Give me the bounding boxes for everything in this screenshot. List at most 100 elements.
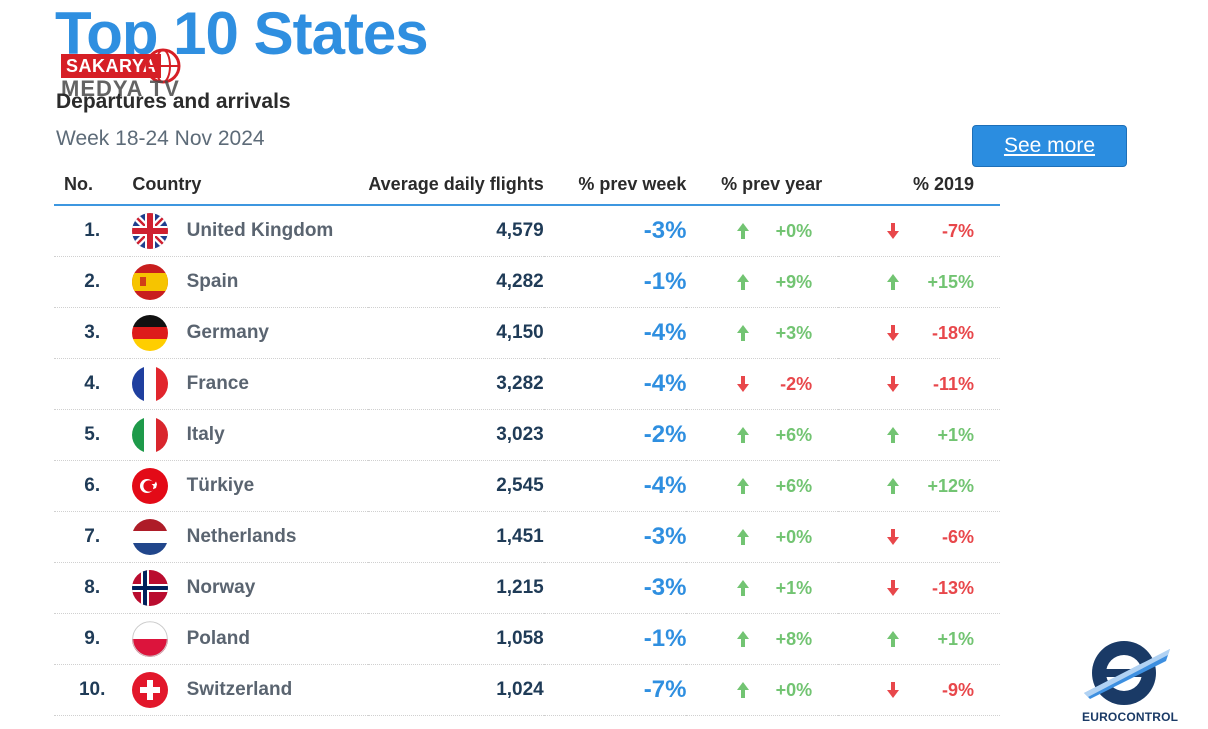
column-header-no: No. — [54, 164, 131, 206]
arrow-up-icon — [736, 222, 750, 240]
norway-flag-icon — [132, 570, 169, 606]
row-country: United Kingdom — [186, 205, 368, 257]
row-prev-year: +0% — [775, 679, 813, 700]
row-prev-year: -2% — [780, 373, 813, 394]
arrow-up-icon — [736, 528, 750, 546]
row-prev-year-cell: +1% — [686, 562, 839, 614]
row-2019-cell: -11% — [838, 358, 1000, 410]
table-row: 3. Germany 4,150 -4% +3% -18% — [54, 307, 1000, 359]
row-rank: 10. — [54, 664, 131, 716]
table-header-row: No. Country Average daily flights % prev… — [54, 164, 1000, 206]
row-prev-year-cell: +0% — [686, 511, 839, 563]
row-2019-cell: +1% — [838, 409, 1000, 461]
row-prev-week: -4% — [543, 358, 687, 410]
row-2019: -13% — [931, 577, 974, 598]
row-prev-year: +6% — [775, 475, 813, 496]
eurocontrol-logo-icon — [1084, 641, 1170, 705]
table-row: 5. Italy 3,023 -2% +6% +1% — [54, 409, 1000, 461]
row-flag — [130, 205, 187, 257]
table-row: 10. Switzerland 1,024 -7% +0% -9% — [54, 664, 1000, 716]
column-header-2019: % 2019 — [838, 164, 1000, 206]
row-rank: 6. — [54, 460, 131, 512]
row-prev-week: -2% — [543, 409, 687, 461]
row-2019: -9% — [941, 679, 974, 700]
spain-flag-icon — [132, 264, 169, 300]
arrow-down-icon — [886, 324, 900, 342]
row-prev-year-cell: -2% — [686, 358, 839, 410]
table-row: 4. France 3,282 -4% -2% -11% — [54, 358, 1000, 410]
row-2019-cell: -6% — [838, 511, 1000, 563]
row-2019: -7% — [941, 220, 974, 241]
arrow-up-icon — [736, 630, 750, 648]
uk-flag-icon — [132, 213, 169, 249]
globe-icon — [145, 48, 181, 84]
row-2019-cell: +15% — [838, 256, 1000, 308]
row-prev-year: +9% — [775, 271, 813, 292]
row-2019-cell: -13% — [838, 562, 1000, 614]
row-prev-year: +0% — [775, 526, 813, 547]
row-prev-year: +3% — [775, 322, 813, 343]
arrow-up-icon — [886, 630, 900, 648]
row-prev-week: -7% — [543, 664, 687, 716]
row-prev-week: -4% — [543, 460, 687, 512]
arrow-down-icon — [886, 579, 900, 597]
row-2019-cell: +12% — [838, 460, 1000, 512]
row-rank: 9. — [54, 613, 131, 665]
row-flag — [130, 511, 187, 563]
table-row: 1. United Kingdom 4,579 -3% +0% -7% — [54, 205, 1000, 257]
poland-flag-icon — [132, 621, 169, 657]
row-2019: +15% — [927, 271, 974, 292]
arrow-up-icon — [736, 273, 750, 291]
eurocontrol-logo-text: EUROCONTROL — [1082, 710, 1179, 724]
row-flights: 4,579 — [367, 205, 544, 257]
row-2019-cell: -9% — [838, 664, 1000, 716]
row-country: Norway — [186, 562, 368, 614]
row-rank: 1. — [54, 205, 131, 257]
row-flag — [130, 664, 187, 716]
row-rank: 8. — [54, 562, 131, 614]
table-row: 8. Norway 1,215 -3% +1% -13% — [54, 562, 1000, 614]
row-rank: 5. — [54, 409, 131, 461]
table-row: 9. Poland 1,058 -1% +8% +1% — [54, 613, 1000, 665]
arrow-up-icon — [736, 579, 750, 597]
arrow-up-icon — [736, 681, 750, 699]
row-flights: 1,058 — [367, 613, 544, 665]
column-header-prev-year: % prev year — [686, 164, 839, 206]
row-rank: 4. — [54, 358, 131, 410]
row-flag — [130, 409, 187, 461]
row-country: Switzerland — [186, 664, 368, 716]
row-flag — [130, 613, 187, 665]
row-prev-week: -4% — [543, 307, 687, 359]
table-row: 7. Netherlands 1,451 -3% +0% -6% — [54, 511, 1000, 563]
row-prev-year-cell: +9% — [686, 256, 839, 308]
row-prev-year-cell: +0% — [686, 205, 839, 257]
row-prev-year-cell: +6% — [686, 409, 839, 461]
row-prev-year-cell: +6% — [686, 460, 839, 512]
germany-flag-icon — [132, 315, 169, 351]
row-2019: -11% — [932, 373, 974, 394]
row-rank: 7. — [54, 511, 131, 563]
france-flag-icon — [132, 366, 169, 402]
column-header-country: Country — [130, 164, 368, 206]
arrow-up-icon — [886, 477, 900, 495]
row-country: Spain — [186, 256, 368, 308]
row-prev-year-cell: +0% — [686, 664, 839, 716]
row-2019-cell: +1% — [838, 613, 1000, 665]
row-2019: +12% — [927, 475, 974, 496]
row-prev-year-cell: +8% — [686, 613, 839, 665]
table-row: 6. Türkiye 2,545 -4% +6% +12% — [54, 460, 1000, 512]
row-flights: 3,282 — [367, 358, 544, 410]
row-flag — [130, 460, 187, 512]
row-prev-year: +6% — [775, 424, 813, 445]
netherlands-flag-icon — [132, 519, 169, 555]
see-more-button[interactable]: See more — [972, 125, 1127, 167]
row-country: Poland — [186, 613, 368, 665]
states-table: No. Country Average daily flights % prev… — [54, 164, 1000, 716]
arrow-up-icon — [736, 426, 750, 444]
italy-flag-icon — [132, 417, 169, 453]
row-prev-week: -3% — [543, 562, 687, 614]
row-country: Germany — [186, 307, 368, 359]
row-2019: +1% — [937, 424, 974, 445]
row-rank: 2. — [54, 256, 131, 308]
date-range: Week 18-24 Nov 2024 — [56, 127, 265, 150]
